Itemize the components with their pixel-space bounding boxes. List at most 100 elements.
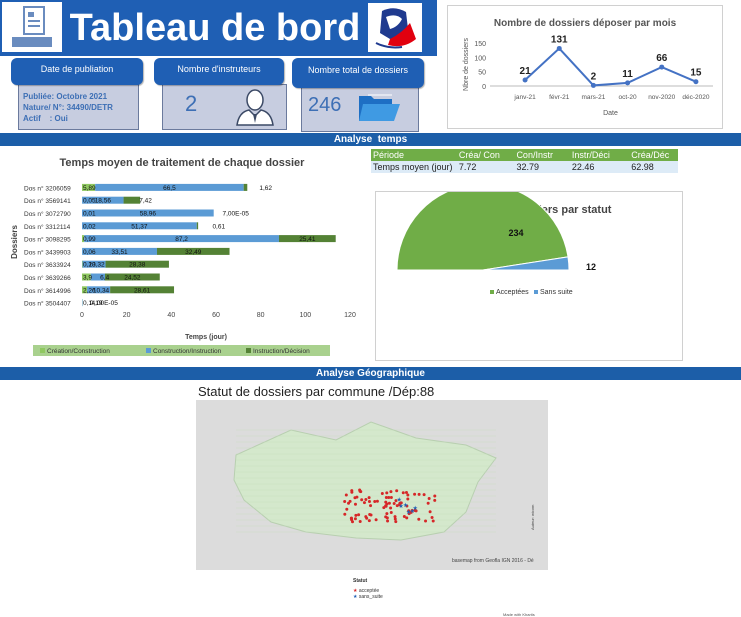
bar-segment: [82, 183, 96, 191]
table-header-cell[interactable]: Con/Instr: [514, 149, 570, 161]
table-header-cell[interactable]: Créa/Déc: [629, 149, 678, 161]
map-marker-accepte: [410, 508, 414, 512]
star-icon: ★: [353, 588, 358, 594]
legend-label: Construction/Instruction: [153, 348, 222, 355]
map-marker-accepte: [431, 519, 435, 523]
folder-icon: [356, 90, 402, 128]
y-axis-label: Nbre de dossiers: [463, 38, 470, 91]
map-marker-accepte: [350, 490, 354, 494]
y-tick-label: Dos n° 3098295: [24, 236, 71, 244]
table-row: Temps moyen (jour) 7.72 32.79 22.46 62.9…: [371, 161, 678, 173]
bar-data-label: 33,51: [111, 249, 128, 256]
publication-date: Publiée: Octobre 2021: [23, 92, 108, 101]
bar-data-label: 0,05: [83, 198, 96, 205]
legend-label: Création/Construction: [47, 348, 110, 355]
map-title: Statut de dossiers par commune /Dép:88: [198, 384, 435, 399]
summary-table: Période Créa/ Con Con/Instr Instr/Déci C…: [371, 149, 678, 173]
bar-segment: [82, 260, 83, 268]
line-point: [625, 80, 631, 86]
legend-swatch: [246, 348, 251, 353]
line-point: [522, 77, 528, 83]
map-marker-accepte: [389, 490, 393, 494]
map-marker-accepte: [413, 492, 417, 496]
y-tick-label: Dos n° 3614996: [24, 287, 71, 295]
table-header-cell[interactable]: Créa/ Con: [456, 149, 515, 161]
line-point: [590, 82, 596, 88]
map-marker-sans-suite: ★: [397, 496, 402, 503]
map-marker-accepte: [428, 510, 432, 514]
line-data-label: 21: [520, 66, 532, 77]
bar-data-label: 51,37: [131, 223, 148, 230]
line-data-label: 15: [690, 68, 702, 79]
y-tick-label: Dos n° 3206059: [24, 184, 71, 192]
map-marker-accepte: [367, 496, 371, 500]
map-marker-accepte: [348, 499, 352, 503]
section-analyse-geo: Analyse Géographique: [0, 367, 741, 380]
y-tick-label: Dos n° 3439903: [24, 248, 71, 256]
map-marker-accepte: [373, 499, 377, 503]
map-marker-accepte: [385, 516, 389, 520]
map-marker-accepte: [384, 495, 388, 499]
bar-segment: [82, 286, 88, 294]
map-marker-accepte: [394, 520, 398, 524]
bar-segment: [82, 235, 85, 243]
y-tick-label: Dos n° 3504407: [24, 300, 71, 308]
table-cell: 22.46: [569, 161, 630, 173]
dossiers-box: 246: [301, 84, 419, 132]
line-data-label: 11: [622, 69, 633, 80]
y-tick-label: 0: [482, 84, 486, 91]
bar-segment: [82, 209, 214, 217]
line-data-label: 131: [551, 34, 568, 45]
bar-data-label: 0,01: [83, 211, 96, 218]
table-header-cell[interactable]: Instr/Déci: [569, 149, 630, 161]
table-cell: 7.72: [456, 161, 515, 173]
x-tick-label: 80: [257, 312, 265, 319]
y-axis-label: Dossiers: [10, 225, 19, 259]
table-header-cell[interactable]: Période: [371, 149, 457, 161]
y-tick-label: Dos n° 3639266: [24, 274, 71, 282]
bar-data-label: 6,4: [100, 275, 109, 282]
bar-segment: [110, 286, 175, 294]
legend-swatch: [146, 348, 151, 353]
bar-segment: [87, 286, 111, 294]
pie-data-label: 234: [508, 228, 523, 238]
bar-data-label: 0,02: [83, 223, 96, 230]
map-marker-accepte: [426, 501, 430, 505]
map-marker-accepte: [417, 517, 421, 521]
bar-data-label: 7,00E-05: [223, 211, 250, 218]
bar-segment: [82, 247, 157, 255]
line-data-label: 2: [591, 71, 597, 82]
bar-segment: [243, 183, 248, 191]
map-legend-item: ★ acceptée: [353, 588, 383, 594]
marianne-logo-icon: [368, 3, 422, 52]
dossiers-label: Nombre total de dossiers: [292, 58, 424, 88]
map-marker-accepte: [387, 496, 391, 500]
bar-data-label: 87,2: [175, 236, 188, 243]
line-data-label: 66: [656, 53, 668, 64]
map-side-credit: Auteur: wicom: [530, 504, 535, 530]
bar-data-label: 58,96: [140, 211, 157, 218]
document-icon: [2, 2, 62, 52]
bar-segment: [95, 183, 244, 191]
bar-segment: [82, 222, 197, 230]
map-marker-accepte: [395, 504, 399, 508]
map-marker-accepte: [407, 509, 411, 513]
x-tick-label: 60: [212, 312, 220, 319]
bar-data-label: 32,49: [185, 249, 202, 256]
map-marker-sans-suite: ★: [410, 508, 415, 515]
map-marker-accepte: [369, 504, 373, 508]
map-legend: Statut ★ acceptée ★ sans_suite: [353, 578, 383, 600]
x-tick-label: févr-21: [549, 94, 570, 101]
map-marker-accepte: [402, 515, 406, 519]
bar-data-label: 66,5: [163, 185, 176, 192]
bar-legend-background: [33, 345, 330, 356]
y-tick-label: 100: [474, 55, 486, 62]
bar-data-label: 28,61: [134, 287, 151, 294]
map-legend-title: Statut: [353, 578, 368, 584]
map-marker-accepte: [353, 517, 357, 521]
y-tick-label: Dos n° 3312114: [24, 223, 71, 231]
map-marker-accepte: [413, 508, 417, 512]
map-marker-accepte: [424, 519, 428, 523]
map-marker-accepte: [389, 496, 393, 500]
bar-segment: [196, 222, 199, 230]
